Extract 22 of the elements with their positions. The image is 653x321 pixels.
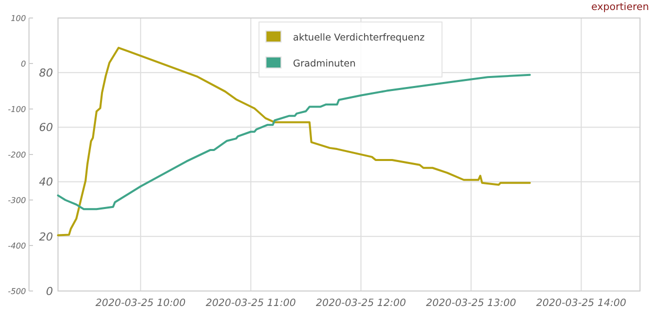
legend-label: Gradminuten <box>293 58 356 70</box>
y2-tick-label: -100 <box>8 104 26 114</box>
y2-tick-label: -200 <box>8 150 26 160</box>
x-tick-label: 2020-03-25 14:00 <box>536 298 626 309</box>
y2-tick-label: 0 <box>20 59 26 68</box>
y2-tick-label: -300 <box>8 196 26 205</box>
y2-tick-label: -400 <box>8 241 26 250</box>
x-tick-label: 2020-03-25 12:00 <box>316 298 406 309</box>
line-series <box>57 46 531 236</box>
x-tick-label: 2020-03-25 13:00 <box>426 298 516 309</box>
y-tick-label: 60 <box>39 121 53 134</box>
line-series <box>57 74 531 210</box>
y-tick-label: 0 <box>46 284 53 298</box>
x-tick-label: 2020-03-25 11:00 <box>206 298 296 309</box>
x-tick-label: 2020-03-25 10:00 <box>96 298 186 309</box>
legend-label: aktuelle Verdichterfrequenz <box>293 32 425 44</box>
y2-tick-label: -500 <box>8 286 26 296</box>
y2-tick-label: 100 <box>10 14 26 23</box>
text: exportieren <box>591 2 649 13</box>
y-tick-label: 40 <box>39 176 53 189</box>
y-tick-label: 20 <box>39 230 53 244</box>
y-tick-label: 80 <box>39 66 53 80</box>
